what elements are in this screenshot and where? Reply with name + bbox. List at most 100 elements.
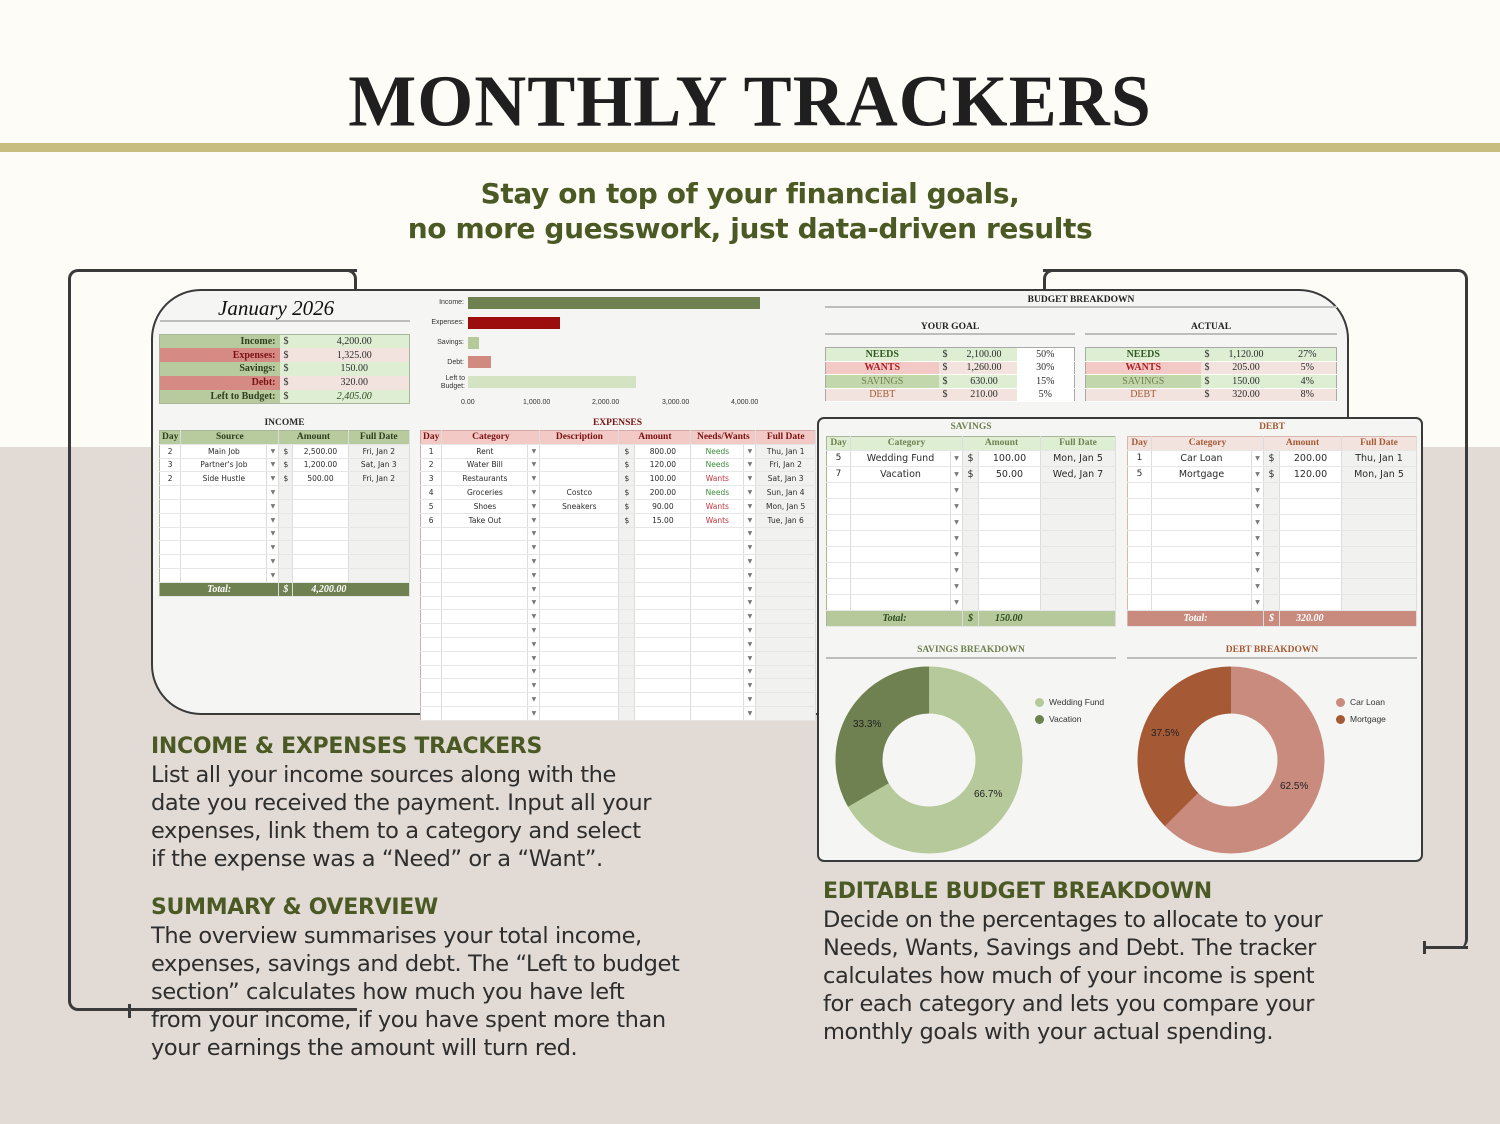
- dropdown-icon[interactable]: ▼: [950, 450, 963, 467]
- dropdown-icon[interactable]: ▼: [743, 651, 757, 666]
- empty-row[interactable]: ▼ ▼: [420, 678, 816, 694]
- table-row[interactable]: 6 Take Out ▼ $15.00 Wants ▼ Tue, Jan 6: [420, 513, 816, 528]
- category-cell[interactable]: Rent: [441, 444, 529, 459]
- dropdown-icon[interactable]: ▼: [743, 637, 757, 652]
- empty-row[interactable]: ▼: [1127, 562, 1417, 579]
- category-cell[interactable]: Groceries: [441, 485, 529, 500]
- dropdown-icon[interactable]: ▼: [743, 596, 757, 611]
- day-cell[interactable]: 3: [420, 471, 443, 487]
- empty-row[interactable]: ▼: [159, 540, 411, 556]
- category-cell[interactable]: Vacation: [850, 466, 951, 483]
- dropdown-icon[interactable]: ▼: [527, 540, 541, 556]
- source-cell[interactable]: Partner's Job: [180, 458, 268, 473]
- dropdown-icon[interactable]: ▼: [743, 554, 757, 569]
- empty-row[interactable]: ▼ ▼: [420, 692, 816, 707]
- dropdown-icon[interactable]: ▼: [266, 485, 280, 500]
- dropdown-icon[interactable]: ▼: [527, 651, 541, 666]
- dropdown-icon[interactable]: ▼: [950, 514, 963, 531]
- dropdown-icon[interactable]: ▼: [743, 458, 757, 473]
- dropdown-icon[interactable]: ▼: [743, 665, 757, 680]
- dropdown-icon[interactable]: ▼: [950, 594, 963, 611]
- empty-row[interactable]: ▼ ▼: [420, 596, 816, 611]
- dropdown-icon[interactable]: ▼: [1251, 530, 1264, 547]
- empty-row[interactable]: ▼: [826, 514, 1116, 531]
- empty-row[interactable]: ▼ ▼: [420, 706, 816, 721]
- table-row[interactable]: 2 Main Job ▼ $2,500.00 Fri, Jan 2: [159, 444, 411, 459]
- goal-percent-input[interactable]: 50%: [1016, 347, 1075, 362]
- empty-row[interactable]: ▼: [159, 527, 411, 542]
- empty-row[interactable]: ▼ ▼: [420, 554, 816, 569]
- dropdown-icon[interactable]: ▼: [266, 527, 280, 542]
- dropdown-icon[interactable]: ▼: [266, 513, 280, 528]
- dropdown-icon[interactable]: ▼: [266, 554, 280, 569]
- dropdown-icon[interactable]: ▼: [1251, 578, 1264, 595]
- empty-row[interactable]: ▼: [159, 485, 411, 500]
- source-cell[interactable]: Side Hustle: [180, 471, 268, 487]
- description-cell[interactable]: [539, 444, 620, 459]
- empty-row[interactable]: ▼: [1127, 482, 1417, 499]
- dropdown-icon[interactable]: ▼: [743, 485, 757, 500]
- amount-cell[interactable]: 1,200.00: [292, 458, 349, 473]
- category-cell[interactable]: Water Bill: [441, 458, 529, 473]
- dropdown-icon[interactable]: ▼: [266, 568, 280, 583]
- day-cell[interactable]: 5: [420, 499, 443, 514]
- dropdown-icon[interactable]: ▼: [1251, 514, 1264, 531]
- description-cell[interactable]: [539, 513, 620, 528]
- table-row[interactable]: 2 Side Hustle ▼ $500.00 Fri, Jan 2: [159, 471, 411, 487]
- needs-wants-cell[interactable]: Wants: [690, 513, 745, 528]
- category-cell[interactable]: Mortgage: [1151, 466, 1252, 483]
- description-cell[interactable]: Costco: [539, 485, 620, 500]
- dropdown-icon[interactable]: ▼: [743, 582, 757, 597]
- amount-cell[interactable]: 100.00: [978, 450, 1041, 467]
- day-cell[interactable]: 2: [159, 471, 182, 487]
- dropdown-icon[interactable]: ▼: [527, 692, 541, 707]
- needs-wants-cell[interactable]: Needs: [690, 444, 745, 459]
- day-cell[interactable]: 4: [420, 485, 443, 500]
- category-cell[interactable]: Wedding Fund: [850, 450, 951, 467]
- goal-percent-input[interactable]: 5%: [1016, 388, 1075, 402]
- dropdown-icon[interactable]: ▼: [1251, 546, 1264, 563]
- dropdown-icon[interactable]: ▼: [266, 444, 280, 459]
- needs-wants-cell[interactable]: Wants: [690, 499, 745, 514]
- empty-row[interactable]: ▼: [826, 498, 1116, 515]
- amount-cell[interactable]: 2,500.00: [292, 444, 349, 459]
- dropdown-icon[interactable]: ▼: [950, 466, 963, 483]
- needs-wants-cell[interactable]: Needs: [690, 458, 745, 473]
- amount-cell[interactable]: 50.00: [978, 466, 1041, 483]
- dropdown-icon[interactable]: ▼: [743, 692, 757, 707]
- needs-wants-cell[interactable]: Needs: [690, 485, 745, 500]
- empty-row[interactable]: ▼: [1127, 546, 1417, 563]
- dropdown-icon[interactable]: ▼: [527, 554, 541, 569]
- dropdown-icon[interactable]: ▼: [527, 623, 541, 638]
- dropdown-icon[interactable]: ▼: [1251, 466, 1264, 483]
- day-cell[interactable]: 3: [159, 458, 182, 473]
- empty-row[interactable]: ▼: [159, 499, 411, 514]
- day-cell[interactable]: 1: [1127, 450, 1152, 467]
- empty-row[interactable]: ▼ ▼: [420, 665, 816, 680]
- table-row[interactable]: 5 Wedding Fund ▼ $100.00 Mon, Jan 5: [826, 450, 1116, 467]
- empty-row[interactable]: ▼ ▼: [420, 651, 816, 666]
- table-row[interactable]: 3 Restaurants ▼ $100.00 Wants ▼ Sat, Jan 3: [420, 471, 816, 487]
- table-row[interactable]: 3 Partner's Job ▼ $1,200.00 Sat, Jan 3: [159, 458, 411, 473]
- dropdown-icon[interactable]: ▼: [527, 471, 541, 487]
- dropdown-icon[interactable]: ▼: [743, 623, 757, 638]
- dropdown-icon[interactable]: ▼: [266, 540, 280, 556]
- description-cell[interactable]: Sneakers: [539, 499, 620, 514]
- empty-row[interactable]: ▼: [159, 568, 411, 583]
- table-row[interactable]: 1 Rent ▼ $800.00 Needs ▼ Thu, Jan 1: [420, 444, 816, 459]
- empty-row[interactable]: ▼ ▼: [420, 540, 816, 556]
- dropdown-icon[interactable]: ▼: [950, 578, 963, 595]
- description-cell[interactable]: [539, 458, 620, 473]
- dropdown-icon[interactable]: ▼: [1251, 498, 1264, 515]
- empty-row[interactable]: ▼: [826, 594, 1116, 611]
- dropdown-icon[interactable]: ▼: [527, 458, 541, 473]
- dropdown-icon[interactable]: ▼: [950, 482, 963, 499]
- needs-wants-cell[interactable]: Wants: [690, 471, 745, 487]
- empty-row[interactable]: ▼: [826, 530, 1116, 547]
- dropdown-icon[interactable]: ▼: [266, 458, 280, 473]
- empty-row[interactable]: ▼: [1127, 514, 1417, 531]
- day-cell[interactable]: 1: [420, 444, 443, 459]
- amount-cell[interactable]: 90.00: [634, 499, 692, 514]
- amount-cell[interactable]: 100.00: [634, 471, 692, 487]
- category-cell[interactable]: Take Out: [441, 513, 529, 528]
